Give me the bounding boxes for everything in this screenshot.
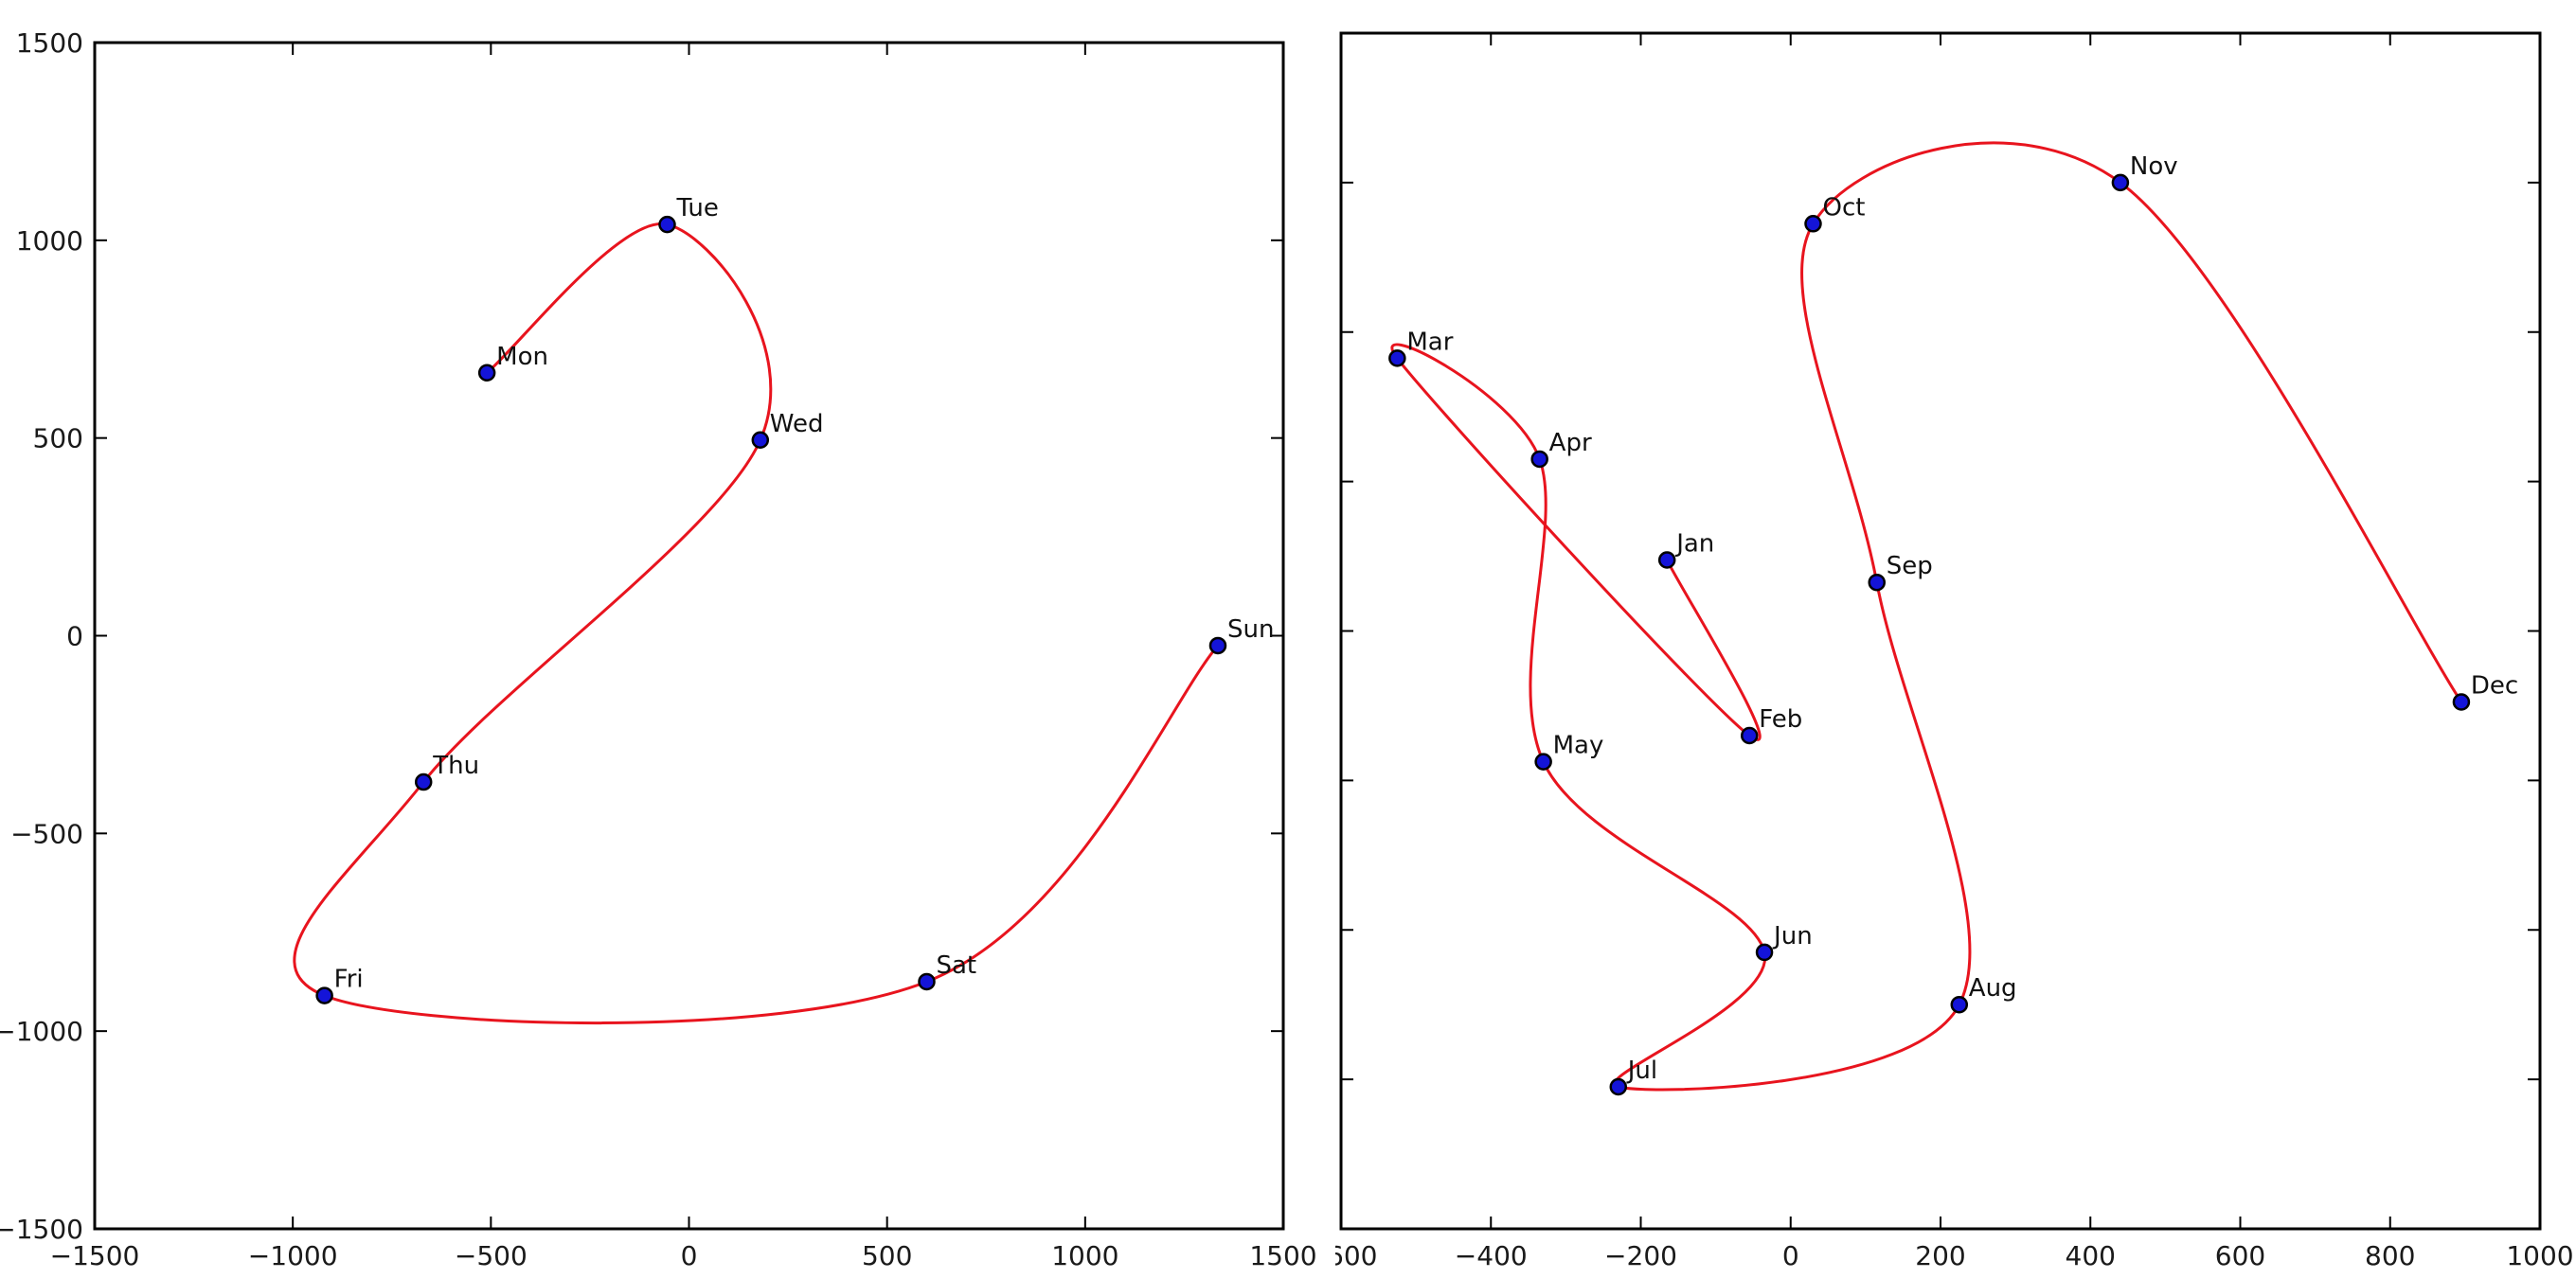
x-tick-label: −200 (1604, 1240, 1677, 1271)
point-label-Dec: Dec (2471, 671, 2518, 700)
point-label-Nov: Nov (2130, 152, 2178, 181)
point-label-Oct: Oct (1822, 193, 1865, 222)
x-tick-label: 0 (681, 1240, 698, 1271)
point-label-May: May (1553, 732, 1604, 760)
data-point-Tue (658, 215, 676, 234)
months-plot-panel: −600 −400 −200 0 200 400 600 800 1000 Jan Feb Mar Ap… (1335, 0, 2576, 1279)
x-tick-label: 1500 (1249, 1240, 1316, 1271)
x-tick-label: −400 (1455, 1240, 1528, 1271)
point-label-Mar: Mar (1406, 328, 1453, 356)
data-point-Oct (1804, 215, 1822, 233)
point-label-Sat: Sat (937, 951, 977, 980)
data-point-Nov (2111, 173, 2130, 192)
point-label-Jun: Jun (1772, 922, 1813, 950)
weekdays-plot-panel: −1500 −1000 −500 0 500 1000 1500 −1500 −1000 −500… (0, 27, 1317, 1271)
left-plot: −1500 −1000 −500 0 500 1000 1500 −1500 −1000 −500… (0, 27, 1317, 1271)
data-point-Apr (1530, 450, 1548, 469)
data-point-Jun (1755, 943, 1774, 962)
months-curve (1390, 141, 2463, 1092)
x-tick-label: 1000 (1051, 1240, 1118, 1271)
data-point-Sat (918, 972, 936, 991)
x-tick-label: 500 (862, 1240, 912, 1271)
x-tick-label: 600 (2215, 1240, 2265, 1271)
data-point-Sep (1868, 573, 1886, 592)
x-tick-label: −600 (1335, 1240, 1377, 1271)
data-point-Mon (477, 364, 496, 382)
point-label-Jan: Jan (1674, 530, 1714, 559)
data-point-Wed (751, 431, 770, 450)
point-label-Apr: Apr (1549, 429, 1592, 457)
y-tick-label: −1000 (0, 1016, 83, 1047)
x-tick-label: −500 (455, 1240, 528, 1271)
y-tick-label: 1000 (16, 225, 83, 257)
data-point-Fri (315, 986, 333, 1004)
point-label-Sun: Sun (1227, 615, 1274, 644)
y-tick-label: −500 (10, 818, 83, 849)
x-tick-label: 1000 (2506, 1240, 2573, 1271)
y-tick-label: 0 (66, 621, 83, 652)
x-tick-label: 200 (1915, 1240, 1965, 1271)
x-tick-label: 400 (2066, 1240, 2116, 1271)
point-label-Tue: Tue (675, 194, 718, 222)
y-tick-label: 500 (33, 423, 83, 454)
point-label-Thu: Thu (432, 752, 479, 780)
data-point-Feb (1740, 726, 1759, 745)
data-point-Aug (1950, 995, 1969, 1014)
point-label-Fri: Fri (334, 966, 364, 994)
point-label-Jul: Jul (1626, 1057, 1657, 1085)
right-plot: −600 −400 −200 0 200 400 600 800 1000 Jan Feb Mar Ap… (1335, 31, 2574, 1271)
x-tick-label: −1500 (50, 1240, 140, 1271)
data-point-Dec (2452, 693, 2471, 711)
data-point-Jan (1657, 551, 1676, 569)
point-label-Feb: Feb (1759, 705, 1802, 734)
data-point-Jul (1609, 1077, 1628, 1096)
y-tick-label: 1500 (16, 27, 83, 59)
x-tick-label: 800 (2365, 1240, 2415, 1271)
data-point-Mar (1388, 349, 1406, 367)
point-label-Wed: Wed (770, 410, 824, 438)
x-tick-label: −1000 (248, 1240, 338, 1271)
point-label-Mon: Mon (496, 343, 548, 371)
y-tick-label: −1500 (0, 1214, 83, 1245)
x-tick-label: 0 (1782, 1240, 1799, 1271)
data-point-May (1534, 753, 1552, 771)
axes-frame (1339, 31, 2542, 1231)
weekdays-curve (293, 222, 1220, 1025)
point-label-Aug: Aug (1969, 974, 2017, 1003)
point-label-Sep: Sep (1887, 552, 1933, 580)
data-point-Sun (1208, 636, 1227, 655)
data-point-Thu (414, 773, 433, 791)
